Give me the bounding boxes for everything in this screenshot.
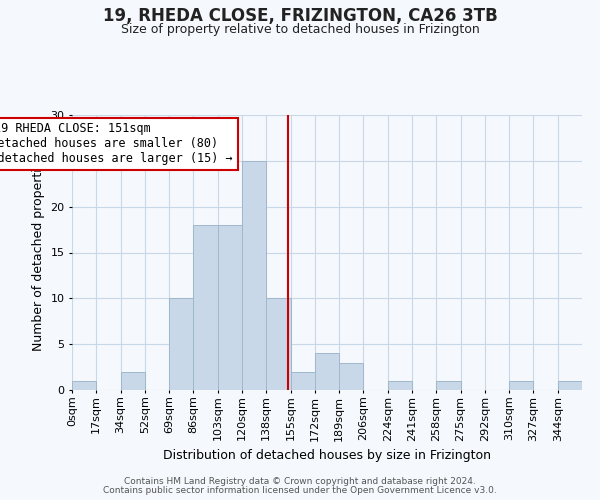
Text: Contains public sector information licensed under the Open Government Licence v3: Contains public sector information licen… (103, 486, 497, 495)
Text: 19, RHEDA CLOSE, FRIZINGTON, CA26 3TB: 19, RHEDA CLOSE, FRIZINGTON, CA26 3TB (103, 8, 497, 26)
Bar (218, 225, 242, 390)
Bar (169, 298, 193, 390)
Text: Contains HM Land Registry data © Crown copyright and database right 2024.: Contains HM Land Registry data © Crown c… (124, 477, 476, 486)
X-axis label: Distribution of detached houses by size in Frizington: Distribution of detached houses by size … (163, 449, 491, 462)
Bar (558, 381, 582, 390)
Text: Size of property relative to detached houses in Frizington: Size of property relative to detached ho… (121, 22, 479, 36)
Bar (121, 372, 145, 390)
Bar (290, 372, 315, 390)
Bar (72, 381, 96, 390)
Bar (242, 161, 266, 390)
Text: 19 RHEDA CLOSE: 151sqm
← 84% of detached houses are smaller (80)
16% of semi-det: 19 RHEDA CLOSE: 151sqm ← 84% of detached… (0, 122, 233, 166)
Bar (193, 225, 218, 390)
Bar (266, 298, 290, 390)
Bar (436, 381, 461, 390)
Bar (509, 381, 533, 390)
Bar (388, 381, 412, 390)
Y-axis label: Number of detached properties: Number of detached properties (32, 154, 44, 351)
Bar (339, 362, 364, 390)
Bar (315, 354, 339, 390)
